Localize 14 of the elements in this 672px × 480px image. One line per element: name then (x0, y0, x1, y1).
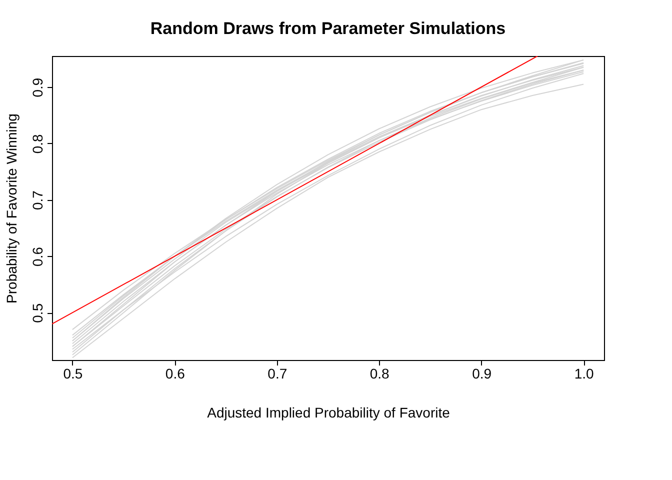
y-tick-label: 0.7 (30, 190, 46, 210)
y-axis-title: Probability of Favorite Winning (4, 114, 20, 304)
chart-title: Random Draws from Parameter Simulations (150, 19, 506, 38)
x-tick-label: 1.0 (574, 366, 594, 382)
x-tick-label: 0.7 (268, 366, 288, 382)
x-tick-label: 0.5 (63, 366, 83, 382)
x-tick-label: 0.9 (472, 366, 492, 382)
y-tick-label: 0.9 (30, 78, 46, 98)
y-tick-label: 0.5 (30, 303, 46, 323)
x-tick-label: 0.8 (370, 366, 390, 382)
y-tick-label: 0.8 (30, 134, 46, 154)
x-tick-label: 0.6 (165, 366, 186, 382)
y-tick-label: 0.6 (30, 246, 46, 266)
x-axis-title: Adjusted Implied Probability of Favorite (207, 404, 450, 420)
